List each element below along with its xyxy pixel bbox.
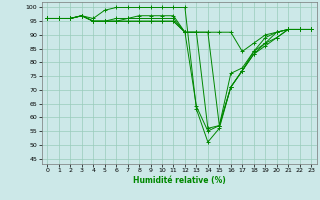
X-axis label: Humidité relative (%): Humidité relative (%): [133, 176, 226, 185]
